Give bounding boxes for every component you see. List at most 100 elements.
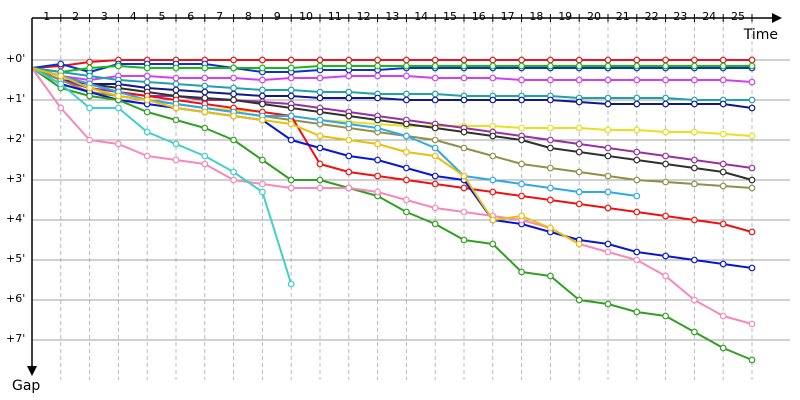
data-point xyxy=(172,86,180,94)
data-point xyxy=(374,56,382,64)
data-point xyxy=(374,140,382,148)
data-point xyxy=(691,56,698,64)
data-point xyxy=(316,116,324,124)
data-point xyxy=(719,182,727,190)
data-point xyxy=(431,172,439,180)
data-point xyxy=(316,160,324,168)
data-point xyxy=(547,124,554,132)
series-line xyxy=(31,67,753,181)
data-point xyxy=(748,264,756,272)
data-point xyxy=(403,72,410,80)
data-point xyxy=(489,240,497,248)
x-tick-label: 12 xyxy=(357,10,371,23)
series-line xyxy=(31,67,637,197)
data-point xyxy=(547,144,554,152)
data-point xyxy=(230,168,238,176)
data-point xyxy=(201,82,209,90)
data-point xyxy=(748,184,756,192)
data-point xyxy=(460,74,468,82)
data-point xyxy=(489,216,497,224)
data-point xyxy=(259,56,266,64)
y-axis-arrow xyxy=(27,366,37,376)
data-point xyxy=(489,74,497,82)
data-point xyxy=(345,120,353,128)
x-tick-label: 13 xyxy=(385,10,399,23)
data-point xyxy=(431,96,439,104)
series-line xyxy=(31,67,753,361)
series-line xyxy=(31,59,752,69)
data-point xyxy=(403,96,410,104)
data-point xyxy=(719,220,727,228)
data-point xyxy=(489,188,497,196)
data-point xyxy=(489,152,497,160)
data-point xyxy=(345,136,353,144)
data-point xyxy=(662,212,669,220)
data-point xyxy=(748,164,756,172)
data-point xyxy=(431,74,439,82)
data-point xyxy=(460,208,468,216)
data-point xyxy=(403,56,410,64)
data-point xyxy=(172,64,180,72)
data-point xyxy=(374,124,382,132)
data-point xyxy=(114,104,122,112)
data-point xyxy=(403,176,410,184)
data-point xyxy=(201,64,209,72)
data-point xyxy=(604,94,612,102)
y-tick-label: +4' xyxy=(6,212,25,225)
data-point xyxy=(604,76,612,84)
data-point xyxy=(374,116,382,124)
data-point xyxy=(287,112,295,120)
data-point xyxy=(431,136,439,144)
data-point xyxy=(316,74,324,82)
y-tick-label: +2' xyxy=(6,132,25,145)
data-point xyxy=(691,100,698,108)
data-point xyxy=(287,56,295,64)
data-point xyxy=(748,320,756,328)
data-point xyxy=(662,160,669,168)
data-point xyxy=(719,168,727,176)
data-point xyxy=(633,126,641,134)
data-point xyxy=(86,84,93,92)
data-point xyxy=(633,176,641,184)
data-point xyxy=(374,172,382,180)
x-tick-label: 22 xyxy=(645,10,659,23)
data-point xyxy=(143,64,151,72)
data-point xyxy=(374,72,382,80)
data-point xyxy=(287,74,295,82)
series-line xyxy=(31,65,752,73)
data-point xyxy=(431,220,439,228)
x-tick-label: 2 xyxy=(72,10,79,23)
data-point xyxy=(230,136,238,144)
data-point xyxy=(633,56,641,64)
data-point xyxy=(259,188,266,196)
data-point xyxy=(230,56,238,64)
data-point xyxy=(547,164,554,172)
data-point xyxy=(662,252,669,260)
x-tick-label: 14 xyxy=(414,10,428,23)
data-point xyxy=(345,152,353,160)
x-tick-label: 16 xyxy=(472,10,486,23)
data-point xyxy=(662,62,669,70)
data-point xyxy=(575,98,583,106)
data-point xyxy=(230,74,238,82)
series-line xyxy=(31,67,753,325)
data-point xyxy=(719,76,727,84)
data-point xyxy=(518,62,525,70)
data-point xyxy=(201,160,209,168)
data-point xyxy=(316,176,324,184)
data-point xyxy=(604,188,612,196)
data-point xyxy=(345,72,353,80)
data-point xyxy=(86,104,93,112)
y-tick-label: +7' xyxy=(6,332,25,345)
data-point xyxy=(287,64,295,72)
data-point xyxy=(114,92,122,100)
data-point xyxy=(547,136,554,144)
x-tick-label: 18 xyxy=(529,10,543,23)
data-point xyxy=(633,192,641,200)
data-point xyxy=(345,88,353,96)
data-point xyxy=(287,86,295,94)
data-point xyxy=(489,62,497,70)
data-point xyxy=(259,116,266,124)
data-point xyxy=(662,94,669,102)
data-point xyxy=(172,74,180,82)
